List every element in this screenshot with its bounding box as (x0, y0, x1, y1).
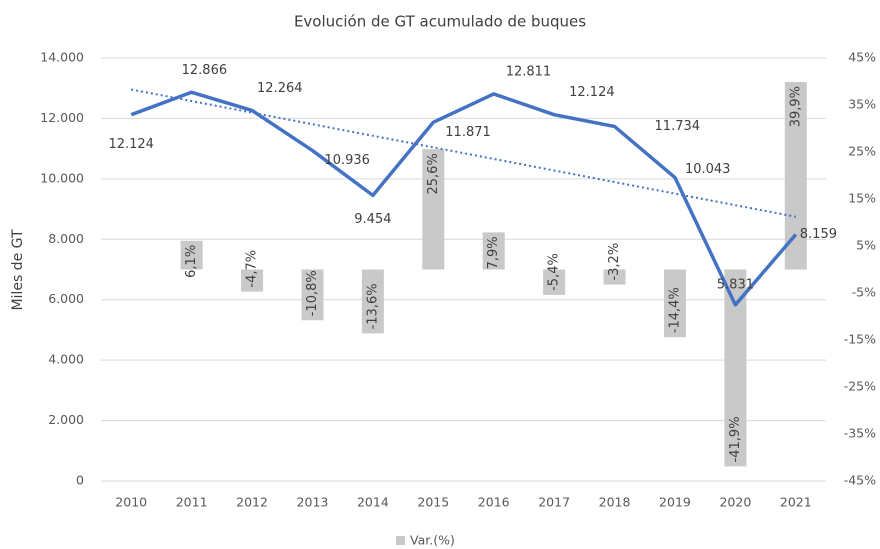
x-tick-label: 2011 (176, 495, 208, 510)
bar (361, 269, 384, 334)
y2-tick-label: 15% (848, 191, 876, 206)
bar (543, 269, 566, 295)
y2-tick-label: 35% (848, 97, 876, 112)
bar (482, 232, 505, 270)
y-tick-label: 6.000 (48, 291, 84, 306)
bar (241, 269, 264, 292)
bar-label: -4,7% (245, 250, 260, 288)
bar (422, 149, 445, 270)
data-label: 12.264 (257, 81, 303, 96)
y2-tick-label: -15% (844, 332, 876, 347)
data-label: 10.936 (324, 153, 370, 168)
bar (784, 81, 807, 270)
bar-label: -3,2% (607, 243, 622, 281)
x-tick-label: 2010 (115, 495, 147, 510)
x-tick-label: 2013 (297, 495, 329, 510)
bar-label: 7,9% (486, 236, 501, 269)
data-label: 11.871 (445, 125, 491, 140)
legend-swatch (396, 536, 405, 545)
y2-tick-label: -5% (852, 285, 876, 300)
y-tick-label: 4.000 (48, 352, 84, 367)
data-label: 12.124 (569, 85, 615, 100)
bar-label: -10,8% (305, 270, 320, 316)
data-label: 12.866 (182, 63, 228, 78)
bar-label: 39,9% (788, 86, 803, 127)
y2-tick-label: 25% (848, 144, 876, 159)
bar-label: -41,9% (728, 416, 743, 462)
bar-label: -5,4% (547, 253, 562, 291)
data-label: 11.734 (655, 119, 701, 134)
bar-label: 25,6% (426, 153, 441, 194)
y-tick-label: 12.000 (40, 110, 84, 125)
data-label: 12.811 (506, 64, 552, 79)
bar-label: -13,6% (365, 283, 380, 329)
data-label: 10.043 (685, 162, 731, 177)
data-label: 5.831 (717, 277, 754, 292)
y2-tick-label: 5% (856, 238, 876, 253)
y2-tick-label: 45% (848, 50, 876, 65)
bar (603, 269, 626, 285)
y-tick-label: 0 (76, 473, 84, 488)
y-tick-label: 10.000 (40, 170, 84, 185)
bar (724, 269, 747, 467)
y2-tick-label: -25% (844, 379, 876, 394)
x-tick-label: 2017 (538, 495, 570, 510)
y-tick-label: 8.000 (48, 231, 84, 246)
x-tick-label: 2016 (478, 495, 510, 510)
line (130, 90, 798, 307)
x-tick-label: 2012 (236, 495, 268, 510)
data-label: 9.454 (354, 212, 391, 227)
y2-tick-label: -35% (844, 426, 876, 441)
bar (180, 240, 203, 270)
bar (663, 269, 686, 338)
x-tick-label: 2021 (780, 495, 812, 510)
data-label: 12.124 (108, 137, 154, 152)
x-tick-label: 2014 (357, 495, 389, 510)
x-tick-label: 2018 (599, 495, 631, 510)
y-tick-label: 14.000 (40, 50, 84, 65)
x-tick-label: 2020 (719, 495, 751, 510)
x-tick-label: 2015 (417, 495, 449, 510)
y-tick-label: 2.000 (48, 412, 84, 427)
y2-tick-label: -45% (844, 473, 876, 488)
bar (301, 269, 324, 321)
y-axis-title: Miles de GT (10, 229, 26, 311)
x-tick-label: 2019 (659, 495, 691, 510)
legend-label: Var.(%) (410, 533, 455, 548)
bar-label: 6,1% (184, 245, 199, 278)
data-label: 8.159 (800, 227, 837, 242)
bar-label: -14,4% (667, 287, 682, 333)
chart-title: Evolución de GT acumulado de buques (294, 13, 586, 31)
